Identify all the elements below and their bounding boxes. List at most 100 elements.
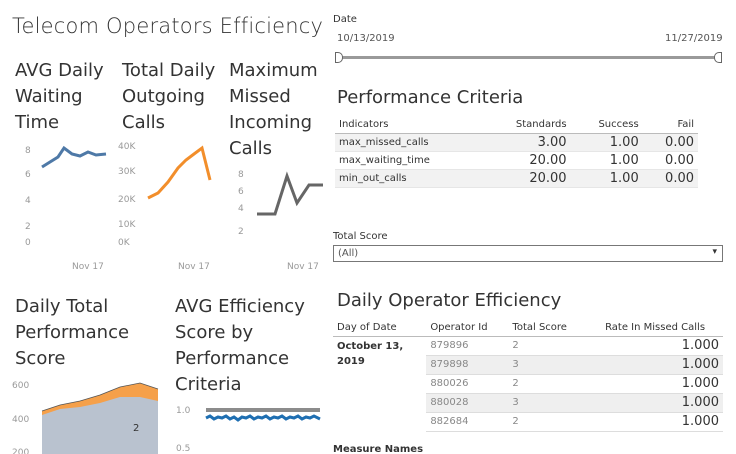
y-tick: 20K	[118, 195, 136, 205]
avg-waiting-chart: 8 6 4 2 0 Nov 17	[0, 140, 120, 275]
avg-waiting-title: AVG Daily Waiting Time	[15, 60, 104, 133]
total-score-cell: 2	[508, 412, 588, 432]
y-tick: 400	[12, 415, 30, 425]
missed-chart: 8 6 4 2 Nov 17	[225, 165, 325, 275]
date-slider-start-handle[interactable]	[335, 52, 343, 63]
efficiency-line	[205, 414, 321, 422]
dashboard-title: Telecom Operators Efficiency	[12, 14, 324, 38]
date-slider-track[interactable]	[340, 56, 718, 59]
total-score-cell: 2	[508, 374, 588, 394]
fail-cell: 0.00	[642, 169, 698, 188]
y-tick: 4	[25, 196, 31, 206]
operator-id-cell: 880028	[426, 393, 509, 413]
table-row: 880028 3 1.000	[333, 393, 723, 413]
col-header: Total Score	[508, 319, 588, 337]
total-score-cell: 3	[508, 393, 588, 413]
rate-cell: 1.000	[587, 336, 723, 356]
operator-id-cell: 882684	[426, 412, 509, 432]
outgoing-line	[147, 145, 212, 200]
y-tick: 600	[12, 381, 30, 391]
missed-line-svg	[257, 171, 323, 216]
fail-cell: 0.00	[642, 133, 698, 152]
daily-eff-title: Daily Operator Efficiency	[337, 290, 562, 311]
avg-waiting-line	[41, 145, 107, 169]
table-row: max_waiting_time 20.00 1.00 0.00	[335, 151, 698, 170]
rate-cell: 1.000	[587, 412, 723, 432]
rate-cell: 1.000	[587, 355, 723, 375]
col-header: Success	[570, 117, 643, 134]
success-cell: 1.00	[570, 169, 643, 188]
table-row: 882684 2 1.000	[333, 412, 723, 432]
day-cell: October 13, 2019	[337, 340, 404, 367]
avg-eff-title: AVG Efficiency Score by Performance Crit…	[175, 296, 305, 395]
standard-cell: 3.00	[482, 133, 571, 152]
chevron-down-icon: ▾	[712, 247, 717, 257]
col-header: Indicators	[335, 117, 483, 134]
y-tick: 1.0	[176, 406, 191, 416]
y-tick: 6	[238, 187, 244, 197]
total-score-label: Total Score	[333, 231, 388, 242]
daily-eff-header-row: Day of Date Operator Id Total Score Rate…	[333, 319, 723, 337]
criteria-header-row: Indicators Standards Success Fail	[335, 117, 698, 134]
total-score-dropdown[interactable]: (All) ▾	[333, 245, 723, 262]
criteria-title: Performance Criteria	[337, 87, 524, 108]
y-tick: 200	[12, 448, 30, 454]
y-tick: 4	[238, 204, 244, 214]
table-row: October 13, 2019 879896 2 1.000	[333, 336, 723, 367]
standard-cell: 20.00	[482, 151, 571, 170]
avg-eff-chart: 1.0 0.5	[170, 400, 330, 454]
y-tick: 8	[238, 170, 244, 180]
area-bottom	[42, 397, 158, 454]
col-header: Rate In Missed Calls	[587, 319, 723, 337]
y-tick: 40K	[118, 142, 136, 152]
avg-waiting-line-svg	[41, 145, 107, 169]
daily-eff-table: Day of Date Operator Id Total Score Rate…	[333, 319, 723, 432]
missed-title: Maximum Missed Incoming Calls	[229, 60, 318, 159]
area-outline	[41, 382, 159, 412]
y-tick: 8	[25, 146, 31, 156]
table-row: 880026 2 1.000	[333, 374, 723, 394]
table-row: min_out_calls 20.00 1.00 0.00	[335, 169, 698, 188]
rate-cell: 1.000	[587, 393, 723, 413]
y-tick: 10K	[118, 220, 136, 230]
x-tick: Nov 17	[287, 262, 319, 272]
date-slider-end-handle[interactable]	[714, 52, 722, 63]
date-start: 10/13/2019	[337, 33, 395, 44]
standard-cell: 20.00	[482, 169, 571, 188]
indicator-cell: max_missed_calls	[335, 133, 483, 152]
measure-names-label: Measure Names	[333, 444, 424, 454]
date-end: 11/27/2019	[665, 33, 723, 44]
y-tick: 30K	[118, 167, 136, 177]
operator-id-cell: 879896	[426, 336, 509, 356]
total-score-cell: 2	[508, 336, 588, 356]
date-filter-label: Date	[333, 14, 357, 25]
y-tick: 6	[25, 170, 31, 180]
operator-id-cell: 879898	[426, 355, 509, 375]
total-score-value: (All)	[338, 248, 359, 259]
y-tick: 2	[25, 222, 31, 232]
col-header: Day of Date	[333, 319, 427, 337]
fail-cell: 0.00	[642, 151, 698, 170]
outgoing-title: Total Daily Outgoing Calls	[122, 60, 216, 133]
x-tick: Nov 17	[72, 262, 104, 272]
y-tick: 2	[238, 227, 244, 237]
col-header: Fail	[642, 117, 698, 134]
x-tick: Nov 17	[178, 262, 210, 272]
table-row: max_missed_calls 3.00 1.00 0.00	[335, 133, 698, 152]
y-tick: 0.5	[176, 444, 191, 454]
y-tick: 0K	[118, 238, 130, 248]
operator-id-cell: 880026	[426, 374, 509, 394]
daily-total-title: Daily Total Performance Score	[15, 296, 130, 369]
col-header: Standards	[482, 117, 571, 134]
table-row: 879898 3 1.000	[333, 355, 723, 375]
outgoing-line-svg	[147, 145, 212, 200]
success-cell: 1.00	[570, 133, 643, 152]
indicator-cell: max_waiting_time	[335, 151, 483, 170]
success-cell: 1.00	[570, 151, 643, 170]
avg-eff-line-svg	[205, 408, 321, 422]
outgoing-chart: 40K 30K 20K 10K 0K Nov 17	[110, 140, 225, 275]
col-header: Operator Id	[426, 319, 509, 337]
daily-total-chart: 600 400 200 2	[0, 375, 170, 454]
y-tick: 0	[25, 238, 31, 248]
rate-cell: 1.000	[587, 374, 723, 394]
